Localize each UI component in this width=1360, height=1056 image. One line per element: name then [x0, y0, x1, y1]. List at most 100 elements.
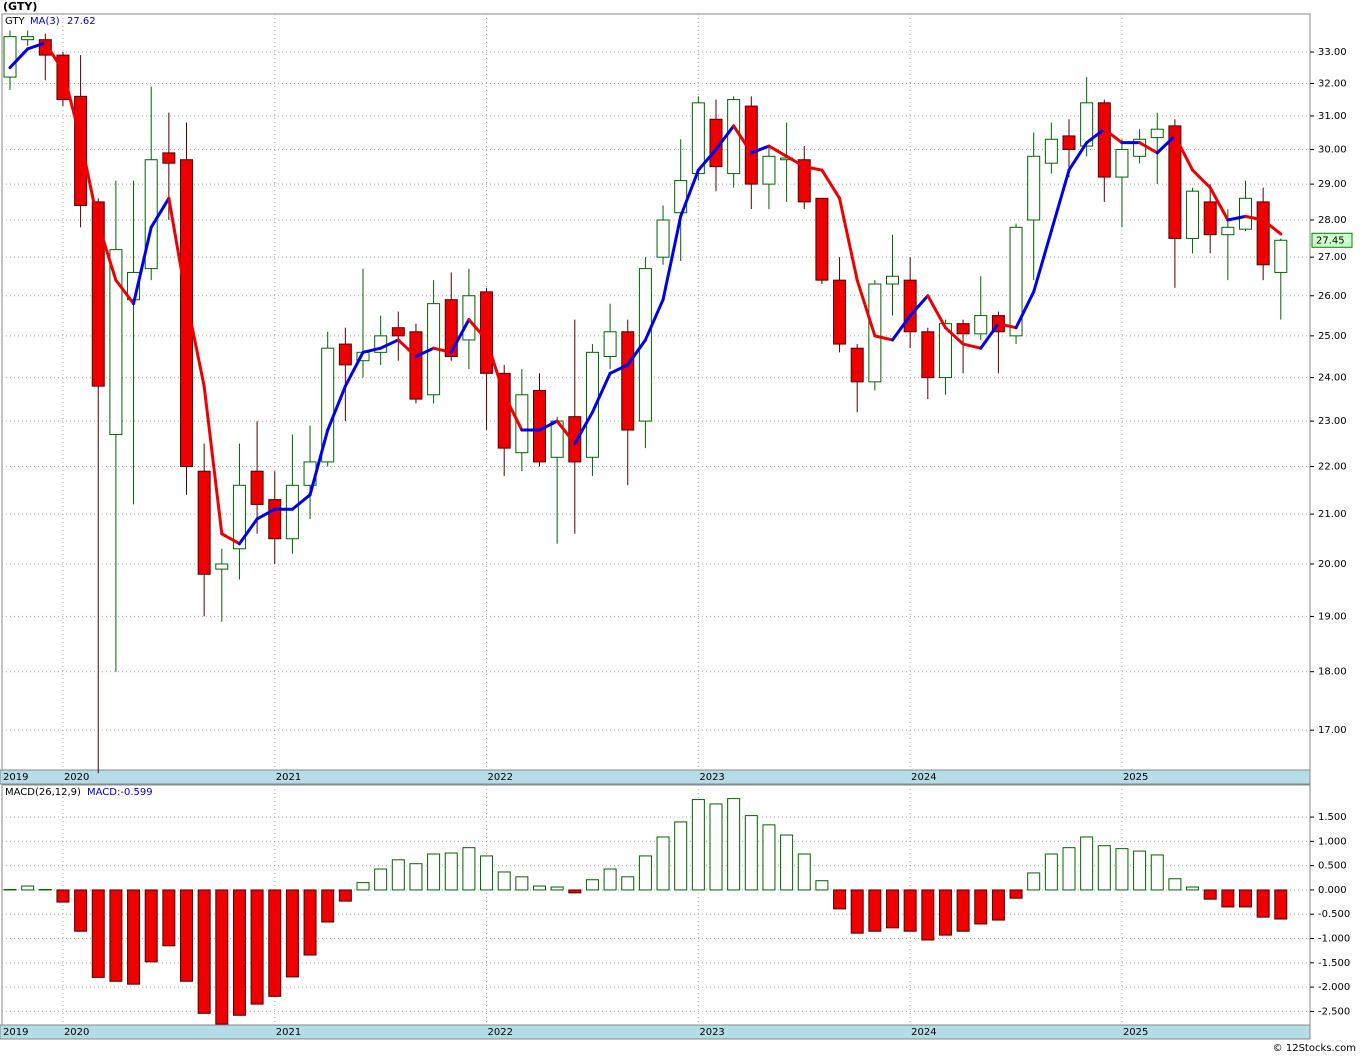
- candle-body: [956, 323, 970, 335]
- y-tick-label: 23.00: [1318, 416, 1347, 427]
- macd-bar: [1080, 836, 1094, 891]
- ma-segment: [26, 41, 47, 51]
- ma-segment: [1244, 214, 1265, 222]
- ma-segment: [1102, 127, 1124, 145]
- macd-bar: [780, 834, 794, 891]
- price-tag-label: 27.45: [1316, 235, 1345, 246]
- macd-bar: [974, 889, 988, 925]
- macd-bar: [74, 889, 88, 932]
- y-tick-label: 27.00: [1318, 252, 1347, 263]
- candle-body: [1097, 102, 1111, 178]
- ma-segment: [873, 334, 894, 342]
- candle-body: [886, 275, 899, 285]
- candle-body: [1080, 102, 1094, 147]
- ma-segment: [643, 298, 665, 342]
- y-tick-label: 1.500: [1318, 812, 1347, 823]
- y-tick-label: 19.00: [1318, 611, 1347, 622]
- macd-bar: [38, 888, 52, 891]
- ma-segment: [714, 124, 736, 151]
- ma-segment: [202, 384, 224, 536]
- x-tick-label: 2019: [3, 1027, 28, 1038]
- candle-body: [1168, 125, 1182, 239]
- macd-bar: [109, 889, 123, 982]
- macd-bar: [285, 889, 299, 978]
- macd-bar: [1062, 847, 1076, 891]
- y-tick-label: 32.00: [1318, 78, 1347, 89]
- y-tick-label: 28.00: [1318, 215, 1347, 226]
- candle-body: [180, 159, 193, 468]
- chart-title: (GTY): [3, 0, 37, 13]
- ma-segment: [467, 318, 489, 342]
- ma-segment: [961, 342, 983, 350]
- macd-bar: [621, 876, 635, 891]
- ma-segment: [679, 168, 700, 218]
- ma-segment: [449, 318, 471, 354]
- macd-bar: [180, 889, 193, 982]
- macd-bar: [197, 889, 211, 1014]
- ma-segment: [1226, 214, 1247, 222]
- macd-bar: [127, 889, 141, 985]
- ma-segment: [79, 137, 100, 226]
- macd-bar: [868, 889, 882, 932]
- ma-segment: [838, 196, 859, 282]
- macd-bar: [3, 888, 17, 891]
- ma-segment: [1261, 218, 1283, 236]
- macd-bar: [356, 882, 370, 891]
- ma-segment: [361, 346, 383, 354]
- macd-bar: [568, 889, 582, 894]
- macd-bar: [1009, 889, 1023, 899]
- macd-bar: [1168, 878, 1182, 891]
- ma-segment: [396, 338, 418, 359]
- macd-bar: [1115, 848, 1129, 891]
- macd-bar: [144, 889, 158, 963]
- macd-bar: [303, 889, 317, 956]
- ma-segment: [1067, 141, 1089, 172]
- ma-segment: [979, 322, 1000, 350]
- ma-segment: [538, 419, 559, 432]
- candle-body: [515, 394, 529, 454]
- candle-body: [250, 470, 264, 505]
- candle-body: [603, 331, 617, 358]
- ma-segment: [326, 384, 347, 432]
- macd-bar: [550, 886, 564, 891]
- candle-body: [762, 155, 776, 185]
- ma-segment: [732, 124, 753, 155]
- ma-segment: [855, 278, 877, 338]
- legend-ticker: GTY: [5, 16, 26, 27]
- ma-segment: [308, 428, 330, 497]
- ma-segment: [220, 532, 241, 546]
- x-tick-label: 2022: [488, 772, 513, 783]
- candle-body: [1009, 226, 1023, 337]
- ma-segment: [802, 165, 824, 172]
- y-tick-label: 24.00: [1318, 373, 1347, 384]
- candle-body: [833, 279, 847, 345]
- macd-bar: [232, 889, 246, 1016]
- ma-segment: [502, 393, 524, 432]
- candle-body: [638, 268, 652, 422]
- macd-bar: [833, 889, 847, 910]
- candle-body: [285, 484, 299, 540]
- macd-bar: [1256, 889, 1270, 918]
- y-tick-label: 33.00: [1318, 47, 1347, 58]
- macd-bar: [744, 815, 758, 891]
- x-tick-label: 2025: [1123, 772, 1148, 783]
- ma-segment: [61, 69, 83, 141]
- macd-bar: [674, 821, 688, 891]
- ma-segment: [1191, 168, 1212, 190]
- ma-segment: [1014, 290, 1036, 330]
- candle-body: [533, 389, 546, 463]
- candle-body: [656, 219, 670, 258]
- macd-bar: [250, 889, 264, 1005]
- ma-segment: [696, 147, 718, 172]
- ma-segment: [43, 41, 65, 73]
- macd-bar: [321, 889, 335, 923]
- ma-segment: [185, 298, 206, 388]
- candle-body: [497, 372, 511, 449]
- macd-bar: [886, 889, 899, 929]
- candle-body: [1062, 135, 1076, 150]
- macd-bar: [1221, 889, 1235, 908]
- y-tick-label: 0.000: [1318, 885, 1347, 896]
- candle-body: [727, 99, 741, 175]
- ma-segment: [237, 517, 259, 546]
- candle-body: [1044, 138, 1058, 164]
